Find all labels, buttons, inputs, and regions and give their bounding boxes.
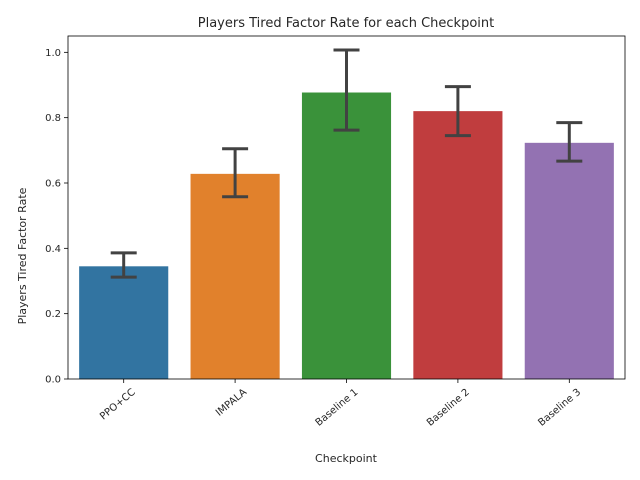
bar-1 <box>190 173 280 379</box>
y-tick-label-2: 0.4 <box>45 244 61 255</box>
x-tick-label-2: Baseline 1 <box>314 387 361 429</box>
bar-2 <box>301 92 392 379</box>
y-tick-label-5: 1.0 <box>45 48 61 59</box>
bar-3 <box>413 111 503 379</box>
y-tick-label-0: 0.0 <box>45 375 61 386</box>
y-axis-label: Players Tired Factor Rate <box>16 187 29 324</box>
chart-title: Players Tired Factor Rate for each Check… <box>198 16 494 31</box>
x-tick-label-0: PPO+CC <box>98 387 137 423</box>
x-tick-label-1: IMPALA <box>214 387 249 419</box>
x-tick-label-3: Baseline 2 <box>425 387 472 429</box>
x-tick-label-4: Baseline 3 <box>536 387 583 429</box>
y-tick-label-4: 0.8 <box>45 113 61 124</box>
x-axis-label: Checkpoint <box>315 452 378 465</box>
plot-area <box>67 35 626 380</box>
y-tick-label-3: 0.6 <box>45 179 61 190</box>
x-axis: PPO+CC IMPALA Baseline 1 Baseline 2 Baseline… <box>98 379 583 429</box>
y-axis: 0.0 0.2 0.4 0.6 0.8 1.0 <box>45 48 68 386</box>
bar-4 <box>524 142 614 379</box>
y-tick-label-1: 0.2 <box>45 309 61 320</box>
bar-0 <box>79 266 169 379</box>
